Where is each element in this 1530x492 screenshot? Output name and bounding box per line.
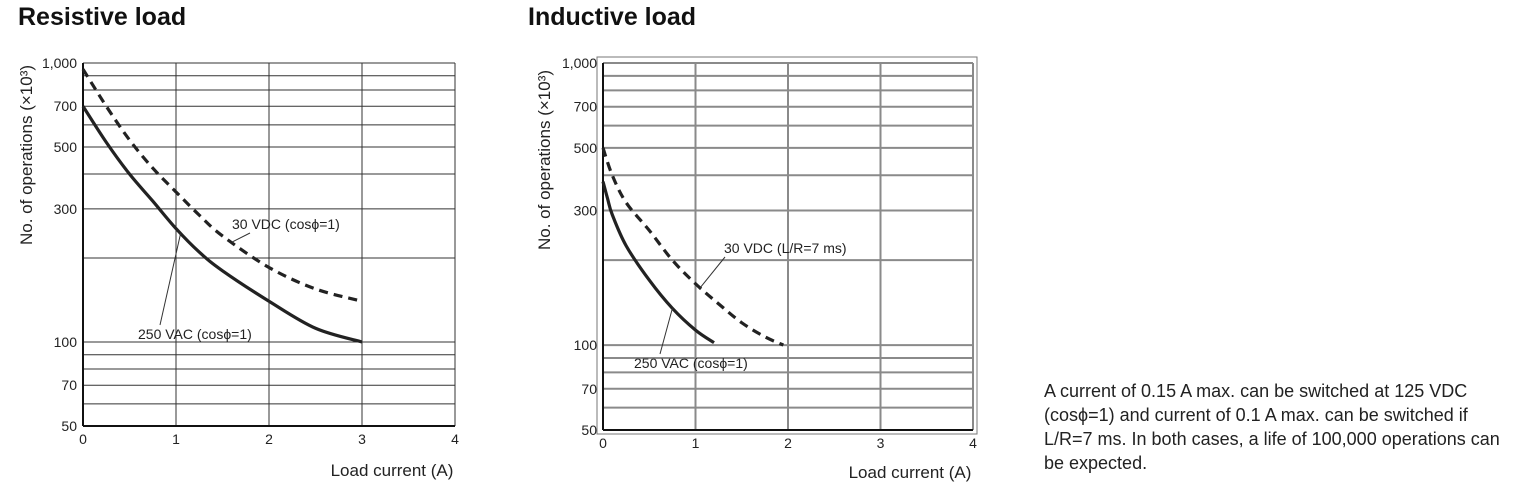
x-axis-label: Load current (A) — [849, 463, 972, 482]
inductive-load-title: Inductive load — [528, 3, 697, 31]
y-tick-label: 1,000 — [562, 55, 597, 71]
y-tick-label: 70 — [61, 377, 77, 393]
annotation-leader — [159, 233, 182, 326]
x-tick-label: 2 — [265, 431, 273, 447]
series-annotation: 30 VDC (cosϕ=1) — [232, 216, 340, 232]
y-tick-label: 500 — [574, 140, 598, 156]
y-axis-label: No. of operations (×10³) — [535, 70, 554, 250]
y-tick-label: 1,000 — [42, 55, 77, 71]
x-tick-label: 0 — [599, 435, 607, 451]
series-line-dc — [601, 147, 785, 347]
x-tick-label: 1 — [172, 431, 180, 447]
y-tick-label: 500 — [54, 139, 78, 155]
y-tick-label: 300 — [54, 201, 78, 217]
x-tick-label: 3 — [358, 431, 366, 447]
y-tick-label: 100 — [54, 334, 78, 350]
series-annotation: 250 VAC (cosϕ=1) — [634, 355, 748, 371]
note-text: A current of 0.15 A max. can be switched… — [1044, 381, 1500, 473]
y-tick-label: 50 — [61, 418, 77, 434]
x-tick-label: 4 — [451, 431, 459, 447]
y-tick-label: 700 — [574, 99, 598, 115]
x-tick-label: 3 — [877, 435, 885, 451]
x-tick-label: 0 — [79, 431, 87, 447]
y-tick-label: 70 — [581, 381, 597, 397]
x-tick-label: 2 — [784, 435, 792, 451]
annotation-leader — [699, 256, 726, 289]
resistive-load-title: Resistive load — [18, 3, 187, 31]
annotation-leader — [231, 232, 251, 243]
y-tick-label: 300 — [574, 202, 598, 218]
y-tick-label: 100 — [574, 337, 598, 353]
y-axis-label: No. of operations (×10³) — [17, 65, 36, 245]
chart-frame — [596, 56, 978, 435]
series-line-ac — [601, 181, 715, 344]
annotation-leader — [659, 308, 673, 355]
x-tick-label: 4 — [969, 435, 977, 451]
x-axis-label: Load current (A) — [331, 461, 454, 480]
series-line-dc — [81, 68, 363, 303]
series-annotation: 250 VAC (cosϕ=1) — [138, 326, 252, 342]
series-line-ac — [81, 105, 363, 344]
y-tick-label: 700 — [54, 98, 78, 114]
y-tick-label: 50 — [581, 422, 597, 438]
x-tick-label: 1 — [692, 435, 700, 451]
series-annotation: 30 VDC (L/R=7 ms) — [724, 240, 847, 256]
